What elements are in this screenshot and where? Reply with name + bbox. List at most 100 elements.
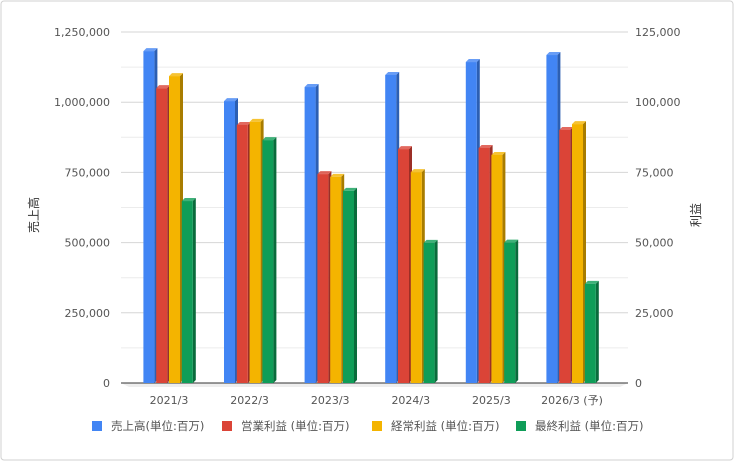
bar-front bbox=[559, 129, 571, 383]
bar-front bbox=[465, 62, 477, 384]
bar bbox=[156, 85, 171, 383]
bar-front bbox=[398, 149, 409, 383]
bar-front bbox=[584, 283, 596, 383]
bar bbox=[546, 52, 561, 383]
y-tick-label: 250,000 bbox=[65, 307, 111, 320]
bar-top bbox=[304, 84, 319, 88]
bar-front bbox=[224, 101, 235, 384]
y2-tick-label: 75,000 bbox=[635, 166, 674, 179]
bar-top bbox=[249, 118, 264, 122]
bar-front bbox=[410, 172, 422, 383]
y2-tick-label: 0 bbox=[635, 377, 642, 390]
legend-label: 営業利益 (単位:百万) bbox=[241, 419, 350, 433]
bar bbox=[249, 118, 264, 383]
bar-top bbox=[236, 121, 251, 125]
bar-front bbox=[572, 124, 583, 383]
x-tick-label: 2024/3 bbox=[391, 394, 430, 407]
bar bbox=[559, 126, 574, 383]
bar-side bbox=[595, 280, 599, 383]
legend-item[interactable]: 売上高(単位:百万) bbox=[92, 419, 204, 433]
legend-swatch bbox=[516, 421, 526, 431]
y2-axis-label: 利益 bbox=[689, 203, 703, 227]
legend-swatch bbox=[222, 421, 232, 431]
bar-top bbox=[423, 239, 438, 243]
bar-top bbox=[398, 146, 412, 150]
bar-front bbox=[236, 124, 248, 384]
bar bbox=[236, 121, 251, 384]
bar-top bbox=[572, 121, 586, 125]
bar-side bbox=[273, 137, 277, 383]
bar-side bbox=[354, 187, 357, 383]
x-tick-label: 2022/3 bbox=[230, 394, 269, 407]
bar-front bbox=[478, 147, 490, 383]
bar-front bbox=[330, 176, 342, 383]
bar-top bbox=[143, 48, 158, 52]
x-tick-label: 2025/3 bbox=[472, 394, 511, 407]
bar bbox=[343, 187, 357, 383]
bar-front bbox=[546, 55, 558, 383]
y-tick-label: 500,000 bbox=[65, 237, 111, 250]
bar bbox=[572, 121, 586, 383]
bar bbox=[143, 48, 158, 384]
bar-side bbox=[192, 198, 196, 383]
x-tick-label: 2021/3 bbox=[150, 394, 189, 407]
bar-front bbox=[249, 121, 261, 383]
bar bbox=[423, 239, 438, 383]
y2-tick-label: 25,000 bbox=[635, 307, 674, 320]
bar-top bbox=[478, 144, 493, 148]
bar bbox=[317, 171, 332, 383]
bar-top bbox=[262, 137, 277, 141]
bar-front bbox=[181, 201, 193, 383]
bar bbox=[181, 198, 196, 383]
bar bbox=[584, 280, 599, 383]
bar-front bbox=[262, 140, 274, 383]
y2-tick-label: 100,000 bbox=[635, 96, 681, 109]
bar bbox=[169, 73, 183, 383]
bar-top bbox=[465, 59, 480, 63]
bar-front bbox=[385, 74, 397, 383]
chart-floor bbox=[121, 383, 628, 387]
y2-tick-label: 125,000 bbox=[635, 26, 681, 39]
bar-top bbox=[584, 280, 599, 284]
bar-top bbox=[504, 239, 519, 243]
bar bbox=[262, 137, 277, 383]
bar-top bbox=[491, 151, 506, 155]
legend-item[interactable]: 営業利益 (単位:百万) bbox=[222, 419, 350, 433]
legend-label: 経常利益 (単位:百万) bbox=[391, 419, 500, 433]
bar-front bbox=[423, 242, 435, 383]
bar-front bbox=[317, 174, 329, 383]
y-axis-label: 売上高 bbox=[26, 197, 41, 233]
y-tick-label: 750,000 bbox=[65, 166, 111, 179]
bar-front bbox=[169, 76, 180, 383]
bar bbox=[410, 169, 425, 383]
legend-item[interactable]: 経常利益 (単位:百万) bbox=[372, 419, 500, 433]
legend-label: 売上高(単位:百万) bbox=[111, 419, 204, 433]
y-tick-label: 1,000,000 bbox=[54, 96, 110, 109]
bar-front bbox=[143, 51, 155, 384]
bar-top bbox=[181, 198, 196, 202]
bar-top bbox=[410, 169, 425, 173]
bar bbox=[224, 98, 238, 384]
x-tick-label: 2023/3 bbox=[311, 394, 350, 407]
legend-swatch bbox=[372, 421, 382, 431]
bar-side bbox=[434, 239, 438, 383]
bar-top bbox=[559, 126, 574, 130]
bar-top bbox=[330, 173, 345, 177]
bar-top bbox=[317, 171, 332, 175]
bar-top bbox=[385, 71, 400, 75]
bar-top bbox=[343, 187, 357, 191]
bar-top bbox=[546, 52, 561, 56]
bar-top bbox=[224, 98, 238, 102]
bar-front bbox=[504, 242, 516, 383]
bar bbox=[491, 151, 506, 383]
bar-front bbox=[491, 154, 503, 383]
bar-top bbox=[156, 85, 171, 89]
bar-front bbox=[343, 190, 354, 383]
legend-item[interactable]: 最終利益 (単位:百万) bbox=[516, 419, 644, 433]
bar bbox=[398, 146, 412, 383]
y2-tick-label: 50,000 bbox=[635, 237, 674, 250]
y-tick-label: 0 bbox=[103, 377, 110, 390]
bar bbox=[330, 173, 345, 383]
